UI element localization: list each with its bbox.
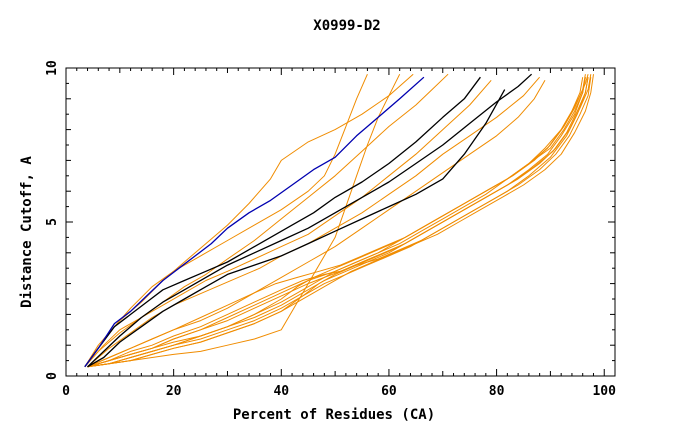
series-layer xyxy=(84,73,594,368)
series-line-black-2 xyxy=(87,73,533,368)
series-line-black-3 xyxy=(87,89,506,368)
series-line-black-1 xyxy=(84,76,481,368)
series-line-orange-17 xyxy=(87,74,594,368)
x-tick-label-20: 20 xyxy=(166,384,182,399)
tick-layer: 0 20 40 60 80 100 0 5 10 xyxy=(45,60,616,399)
y-tick-label-0: 0 xyxy=(45,372,60,380)
series-line-orange-13 xyxy=(87,77,586,368)
series-line-blue-0 xyxy=(84,76,425,368)
x-tick-label-80: 80 xyxy=(489,384,505,399)
series-line-orange-18 xyxy=(87,77,586,368)
x-tick-label-40: 40 xyxy=(273,384,289,399)
series-line-orange-8 xyxy=(87,76,540,368)
series-line-orange-12 xyxy=(87,74,592,368)
chart-title: X0999-D2 xyxy=(313,18,380,34)
series-line-orange-11 xyxy=(87,77,589,368)
y-tick-label-5: 5 xyxy=(45,218,60,226)
series-line-orange-6 xyxy=(84,73,449,368)
series-line-orange-7 xyxy=(84,79,492,368)
series-line-orange-15 xyxy=(87,74,586,368)
x-axis-label: Percent of Residues (CA) xyxy=(233,407,435,423)
x-tick-label-60: 60 xyxy=(381,384,397,399)
x-tick-label-100: 100 xyxy=(592,384,616,399)
series-line-orange-16 xyxy=(87,77,584,368)
y-tick-label-10: 10 xyxy=(45,60,60,76)
y-axis-label: Distance Cutoff, A xyxy=(19,156,35,308)
series-line-orange-20 xyxy=(87,77,592,368)
series-line-orange-19 xyxy=(87,74,589,368)
series-line-orange-10 xyxy=(87,73,401,368)
series-line-orange-4 xyxy=(84,73,368,368)
x-tick-label-0: 0 xyxy=(62,384,70,399)
series-line-orange-14 xyxy=(87,77,589,368)
